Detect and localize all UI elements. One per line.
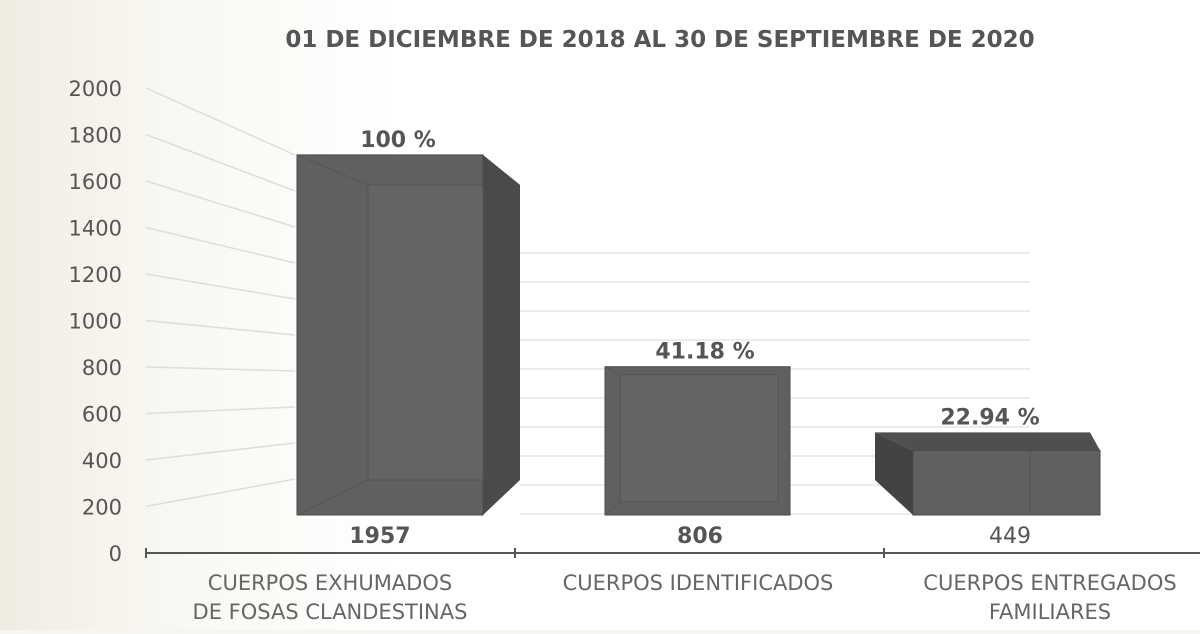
bar-percent-label: 41.18 % [655, 340, 754, 365]
y-tick-label: 0 [109, 542, 122, 566]
gridline-fan [145, 319, 296, 336]
bar-edge [604, 366, 621, 376]
bar-edge [604, 501, 621, 516]
gridline-fan [145, 133, 296, 192]
bar-2 [875, 432, 1101, 516]
bar-inner-back [367, 184, 484, 481]
bar-front-face [912, 449, 1101, 516]
y-tick-label: 600 [82, 403, 122, 427]
bar-value-label: 449 [989, 524, 1031, 549]
y-tick-label: 1800 [69, 124, 122, 148]
x-category-label: FAMILIARES [989, 600, 1111, 624]
bar-left-face [875, 432, 913, 515]
gridline-fan [145, 273, 296, 300]
bar-1 [604, 366, 791, 516]
gridline-fan [145, 366, 296, 372]
gridline-fan [145, 180, 296, 228]
bar-top-face [875, 432, 1100, 451]
y-tick-label: 1600 [69, 170, 122, 194]
y-tick-label: 1000 [69, 310, 122, 334]
y-tick-label: 400 [82, 449, 122, 473]
chart-title: 01 DE DICIEMBRE DE 2018 AL 30 DE SEPTIEM… [285, 27, 1034, 53]
y-tick-label: 1200 [69, 263, 122, 287]
y-tick-label: 800 [82, 356, 122, 380]
bar-value-label: 1957 [349, 524, 410, 549]
bar-side-face [483, 154, 520, 516]
x-category-label: CUERPOS EXHUMADOS [208, 571, 452, 595]
gridline-fan [145, 226, 296, 264]
bar-percent-label: 22.94 % [940, 405, 1039, 430]
y-tick-label: 200 [82, 496, 122, 520]
x-category-label: DE FOSAS CLANDESTINAS [193, 600, 468, 624]
bar-0 [296, 154, 520, 516]
gridline-fan [145, 442, 296, 461]
x-category-label: CUERPOS IDENTIFICADOS [563, 571, 834, 595]
gridline-fan [145, 87, 296, 156]
y-tick-label: 2000 [69, 77, 122, 101]
bar-percent-label: 100 % [360, 128, 436, 153]
y-tick-label: 1400 [69, 217, 122, 241]
gridline-fan [145, 406, 296, 415]
gridline-fan [145, 478, 296, 508]
x-category-label: CUERPOS ENTREGADOS [923, 571, 1176, 595]
bar-value-label: 806 [677, 524, 723, 549]
bar-edge [296, 479, 369, 516]
bar-inner-back [619, 374, 779, 503]
bar-edge [296, 154, 369, 186]
